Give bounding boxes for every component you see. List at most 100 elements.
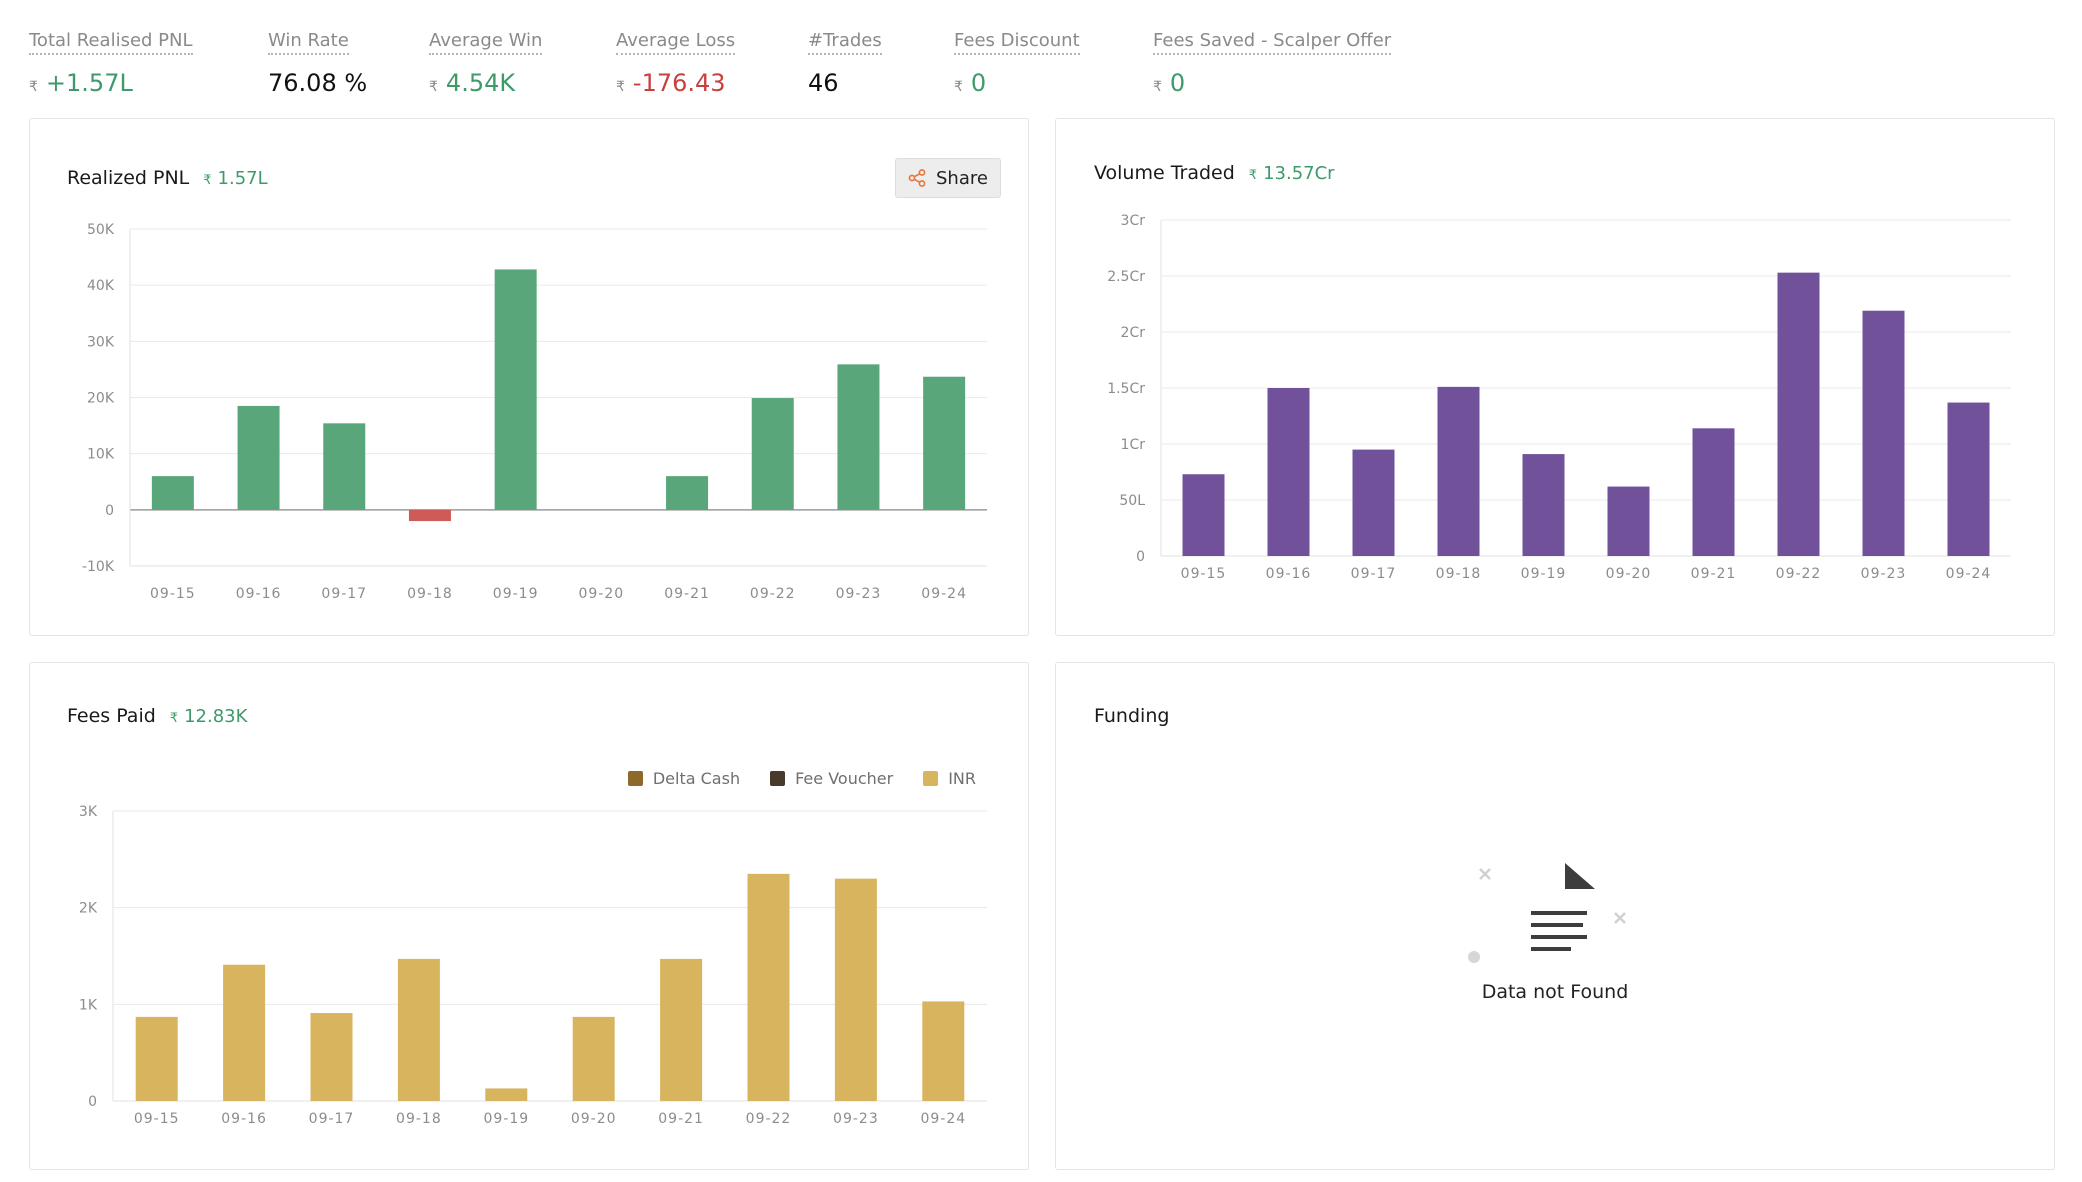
bar <box>1947 402 1990 556</box>
y-tick-label: 2Cr <box>1121 325 1146 341</box>
empty-state-text: Data not Found <box>1481 981 1629 1003</box>
bar <box>310 1013 353 1101</box>
legend-item-fee-voucher[interactable]: Fee Voucher <box>770 769 893 788</box>
bar <box>666 476 709 510</box>
bar <box>135 1016 178 1101</box>
stat-label[interactable]: Fees Discount <box>954 30 1080 55</box>
bar <box>1182 474 1225 556</box>
currency-symbol: ₹ <box>169 711 179 726</box>
stat-average-loss[interactable]: Average Loss ₹ -176.43 <box>616 30 736 97</box>
x-tick-label: 09-20 <box>571 1111 617 1127</box>
legend-item-delta-cash[interactable]: Delta Cash <box>627 769 740 788</box>
bar <box>408 509 451 522</box>
bar <box>1267 388 1310 556</box>
currency-symbol: ₹ <box>616 79 625 95</box>
bar <box>223 964 266 1101</box>
bar <box>1777 272 1820 556</box>
stat-fees-discount[interactable]: Fees Discount ₹0 <box>954 30 1080 97</box>
stat-label[interactable]: Total Realised PNL <box>29 30 193 55</box>
bar <box>837 364 880 510</box>
share-icon <box>908 169 926 187</box>
card-total: ₹1.57L <box>203 168 267 189</box>
bar <box>151 476 194 510</box>
bar <box>834 878 877 1101</box>
bar <box>1692 428 1735 556</box>
currency-symbol: ₹ <box>203 173 212 188</box>
y-tick-label: 1K <box>79 997 98 1013</box>
x-tick-label: 09-18 <box>396 1111 442 1127</box>
card-title-text: Realized PNL <box>67 167 190 189</box>
y-tick-label: 0 <box>1136 549 1145 565</box>
currency-symbol: ₹ <box>429 79 438 95</box>
bar <box>323 423 366 510</box>
x-tick-label: 09-19 <box>483 1111 529 1127</box>
x-tick-label: 09-16 <box>221 1111 267 1127</box>
x-tick-label: 09-16 <box>1266 566 1312 582</box>
x-tick-label: 09-21 <box>658 1111 704 1127</box>
x-tick-label: 09-21 <box>664 586 710 602</box>
fees-paid-chart: 0 1K 2K 3K 09-15 09-16 09-17 09-18 09-19 09-20 09-… <box>79 804 987 1127</box>
card-title: Fees Paid ₹12.83K <box>67 705 247 727</box>
stat-fees-saved[interactable]: Fees Saved - Scalper Offer ₹0 <box>1153 30 1392 97</box>
x-tick-label: 09-23 <box>836 586 882 602</box>
stat-win-rate[interactable]: Win Rate 76.08 % <box>268 30 367 97</box>
card-title: Realized PNL ₹1.57L <box>67 167 268 189</box>
y-tick-label: -10K <box>82 559 115 575</box>
y-tick-label: 50L <box>1119 493 1145 509</box>
stat-value: 76.08 % <box>268 69 368 97</box>
bar <box>494 269 537 510</box>
stat-value: 0 <box>970 69 987 97</box>
x-tick-label: 09-18 <box>1436 566 1482 582</box>
x-tick-label: 09-17 <box>321 586 367 602</box>
stat-trades[interactable]: #Trades 46 <box>808 30 882 97</box>
stat-label[interactable]: #Trades <box>808 30 882 55</box>
card-title: Funding <box>1094 705 1169 727</box>
x-tick-label: 09-24 <box>921 586 967 602</box>
stat-label[interactable]: Average Loss <box>616 30 736 55</box>
x-tick-label: 09-20 <box>579 586 625 602</box>
currency-symbol: ₹ <box>1153 79 1162 95</box>
legend-swatch <box>770 771 786 786</box>
stat-label[interactable]: Win Rate <box>268 30 349 55</box>
share-button-label: Share <box>936 167 988 189</box>
realized-pnl-chart: -10K 0 10K 20K 30K 40K 50K 09-15 09-16 09-17 09-18… <box>82 222 987 602</box>
stat-value: 0 <box>1169 69 1186 97</box>
volume-traded-chart: 0 50L 1Cr 1.5Cr 2Cr 2.5Cr 3Cr 09-15 09-16 09-17 09… <box>1107 213 2011 582</box>
card-total: ₹12.83K <box>170 706 248 727</box>
currency-symbol: ₹ <box>29 79 38 95</box>
stat-average-win[interactable]: Average Win ₹4.54K <box>429 30 543 97</box>
y-tick-label: 1Cr <box>1121 437 1146 453</box>
bar <box>572 1016 615 1101</box>
y-tick-label: 0 <box>105 503 114 519</box>
stat-label[interactable]: Average Win <box>429 30 543 55</box>
y-tick-label: 0 <box>88 1094 97 1110</box>
share-button[interactable]: Share <box>895 158 1001 198</box>
currency-symbol: ₹ <box>954 79 963 95</box>
stat-total-realised-pnl[interactable]: Total Realised PNL ₹ +1.57L <box>29 30 193 97</box>
x-tick-label: 09-16 <box>236 586 282 602</box>
bar <box>485 1088 528 1101</box>
legend-item-inr[interactable]: INR <box>923 769 976 788</box>
y-tick-label: 30K <box>87 334 115 350</box>
legend-swatch <box>923 771 939 786</box>
x-tick-label: 09-17 <box>1351 566 1397 582</box>
bar <box>923 376 966 510</box>
x-tick-label: 09-19 <box>493 586 539 602</box>
legend-label: Fee Voucher <box>795 769 894 788</box>
stat-label[interactable]: Fees Saved - Scalper Offer <box>1153 30 1392 55</box>
realized-pnl-card: Realized PNL ₹1.57L Share -10K 0 10K 20K 30K… <box>29 118 1029 636</box>
x-tick-label: 09-22 <box>746 1111 792 1127</box>
fees-paid-card: Fees Paid ₹12.83K Delta Cash Fee Voucher… <box>29 662 1029 1170</box>
x-tick-label: 09-15 <box>1181 566 1227 582</box>
x-tick-label: 09-20 <box>1606 566 1652 582</box>
card-title-text: Funding <box>1094 705 1170 727</box>
stat-value: 46 <box>808 69 839 97</box>
legend-label: INR <box>948 769 976 788</box>
y-tick-label: 2K <box>79 901 98 917</box>
x-tick-label: 09-24 <box>920 1111 966 1127</box>
card-total: ₹13.57Cr <box>1249 163 1335 184</box>
x-tick-label: 09-15 <box>134 1111 180 1127</box>
bar <box>1522 454 1565 556</box>
y-tick-label: 10K <box>87 447 115 463</box>
legend-swatch <box>627 771 643 786</box>
